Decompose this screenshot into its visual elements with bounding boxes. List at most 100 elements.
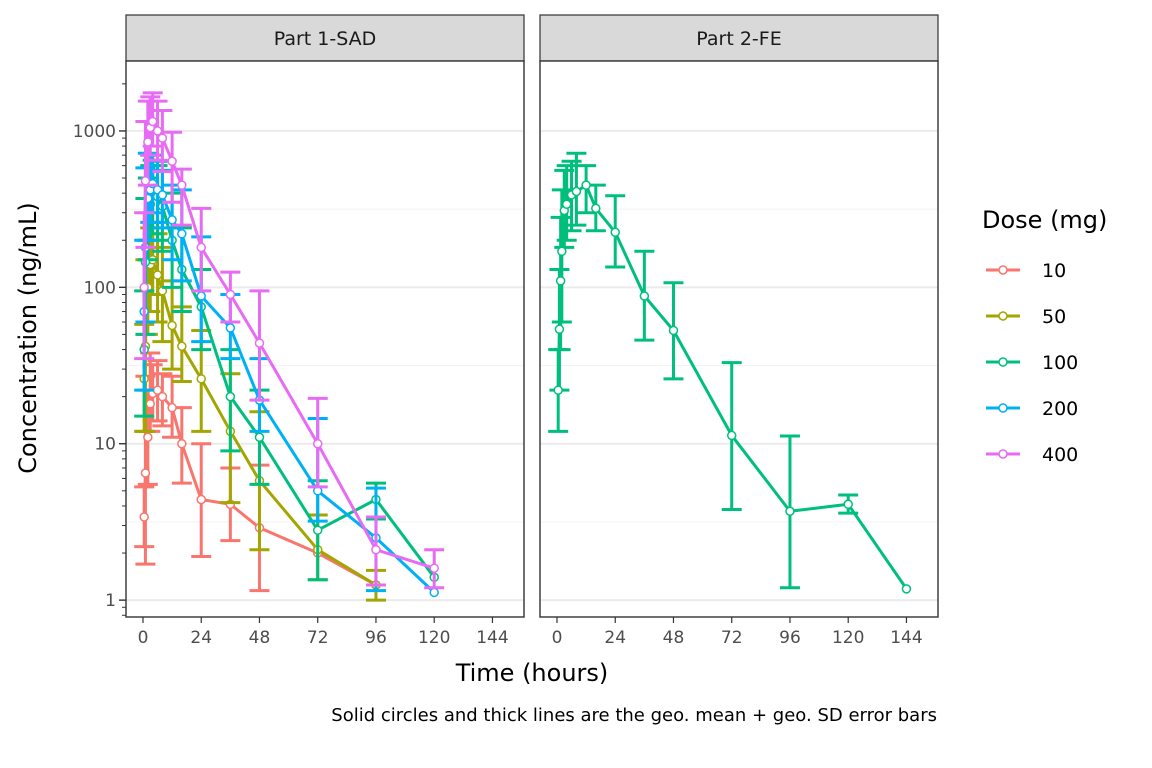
legend-label: 400 [1042, 444, 1078, 466]
data-point [312, 438, 323, 449]
data-point [167, 402, 177, 413]
data-point [139, 282, 149, 293]
x-tick-label: 144 [890, 628, 922, 648]
chart-caption: Solid circles and thick lines are the ge… [331, 705, 937, 726]
series-100 [548, 151, 912, 594]
x-tick-label: 144 [476, 628, 508, 648]
series-400 [134, 91, 445, 590]
data-point [140, 176, 151, 186]
data-point [147, 116, 158, 127]
data-point [177, 229, 187, 239]
data-point [225, 323, 236, 333]
legend-key-point [998, 265, 1008, 275]
data-point [225, 289, 236, 300]
legend-label: 10 [1042, 260, 1066, 282]
data-point [177, 438, 187, 449]
y-tick-label: 10 [94, 435, 116, 455]
legend-item: 10 [986, 260, 1066, 282]
legend-title: Dose (mg) [982, 206, 1107, 234]
data-point [554, 324, 565, 334]
y-axis: 1 10 100 1000 [73, 83, 126, 616]
x-axis-title: Time (hours) [455, 659, 609, 687]
facet-panels: Part 1-SAD 0 24 48 72 96 120 144 Part 2-FE 0 24 48 7… [125, 14, 939, 648]
data-point [668, 325, 679, 336]
data-point [429, 563, 439, 573]
data-point [254, 432, 265, 443]
x-tick-label: 72 [307, 628, 329, 648]
data-point [143, 137, 153, 147]
data-point [139, 512, 149, 522]
gridlines [540, 129, 938, 602]
x-tick-label: 0 [552, 628, 563, 648]
legend-item: 400 [986, 444, 1078, 466]
data-point [177, 341, 187, 352]
data-point [143, 432, 153, 443]
legend-label: 50 [1042, 306, 1066, 328]
data-point [152, 126, 163, 136]
legend-item: 200 [986, 398, 1078, 420]
data-point [167, 156, 177, 166]
x-tick-label: 120 [418, 628, 450, 648]
data-point [639, 291, 650, 301]
data-point [561, 199, 572, 209]
facet-strip-label: Part 2-FE [696, 28, 781, 50]
legend-key-point [998, 403, 1008, 413]
data-point [726, 430, 737, 441]
legend-key-point [998, 311, 1008, 321]
legend-item: 100 [986, 352, 1078, 374]
data-point [196, 291, 206, 301]
data-point [152, 270, 163, 280]
x-tick-label: 72 [721, 628, 743, 648]
facet-strip [539, 14, 939, 62]
data-point [610, 227, 620, 238]
data-point [167, 215, 177, 225]
data-point [553, 385, 563, 395]
data-point [157, 391, 168, 402]
data-point [555, 276, 566, 286]
error-bar [162, 130, 183, 204]
data-point [591, 203, 601, 214]
data-point [157, 133, 168, 143]
x-tick-label: 120 [832, 628, 864, 648]
data-point [167, 320, 177, 331]
data-point [571, 186, 582, 197]
legend-items: 10 50 100 200 400 [986, 260, 1078, 466]
legend-key-point [998, 357, 1008, 367]
legend: Dose (mg) 10 50 100 200 400 [982, 206, 1107, 466]
legend-key-point [998, 449, 1008, 459]
data-point [371, 544, 381, 555]
data-point [196, 494, 206, 505]
data-point [429, 587, 439, 598]
facet-strip-label: Part 1-SAD [274, 28, 377, 50]
data-point [785, 506, 795, 517]
data-point [140, 468, 151, 478]
data-point [177, 180, 187, 190]
facet-panel: Part 1-SAD 0 24 48 72 96 120 144 [125, 14, 525, 648]
data-point [557, 246, 567, 257]
panel-border [539, 60, 939, 618]
facet-panel: Part 2-FE 0 24 48 72 96 120 144 [539, 14, 939, 648]
y-tick-label: 1 [105, 591, 116, 611]
legend-item: 50 [986, 306, 1066, 328]
data-point [901, 584, 912, 594]
x-tick-label: 24 [190, 628, 212, 648]
data-point [843, 499, 853, 510]
data-point [312, 525, 323, 535]
x-tick-label: 0 [138, 628, 149, 648]
data-point [196, 242, 206, 253]
x-tick-label: 96 [365, 628, 387, 648]
x-tick-label: 48 [663, 628, 685, 648]
legend-label: 100 [1042, 352, 1078, 374]
panel-border [125, 60, 525, 618]
x-tick-label: 96 [779, 628, 801, 648]
legend-label: 200 [1042, 398, 1078, 420]
x-tick-label: 48 [249, 628, 271, 648]
data-point [581, 180, 591, 190]
data-point [196, 374, 206, 384]
x-tick-label: 24 [604, 628, 626, 648]
y-tick-label: 1000 [73, 122, 116, 142]
panel-background [126, 61, 524, 617]
data-point [225, 391, 236, 402]
y-axis-title: Concentration (ng/mL) [14, 202, 42, 473]
